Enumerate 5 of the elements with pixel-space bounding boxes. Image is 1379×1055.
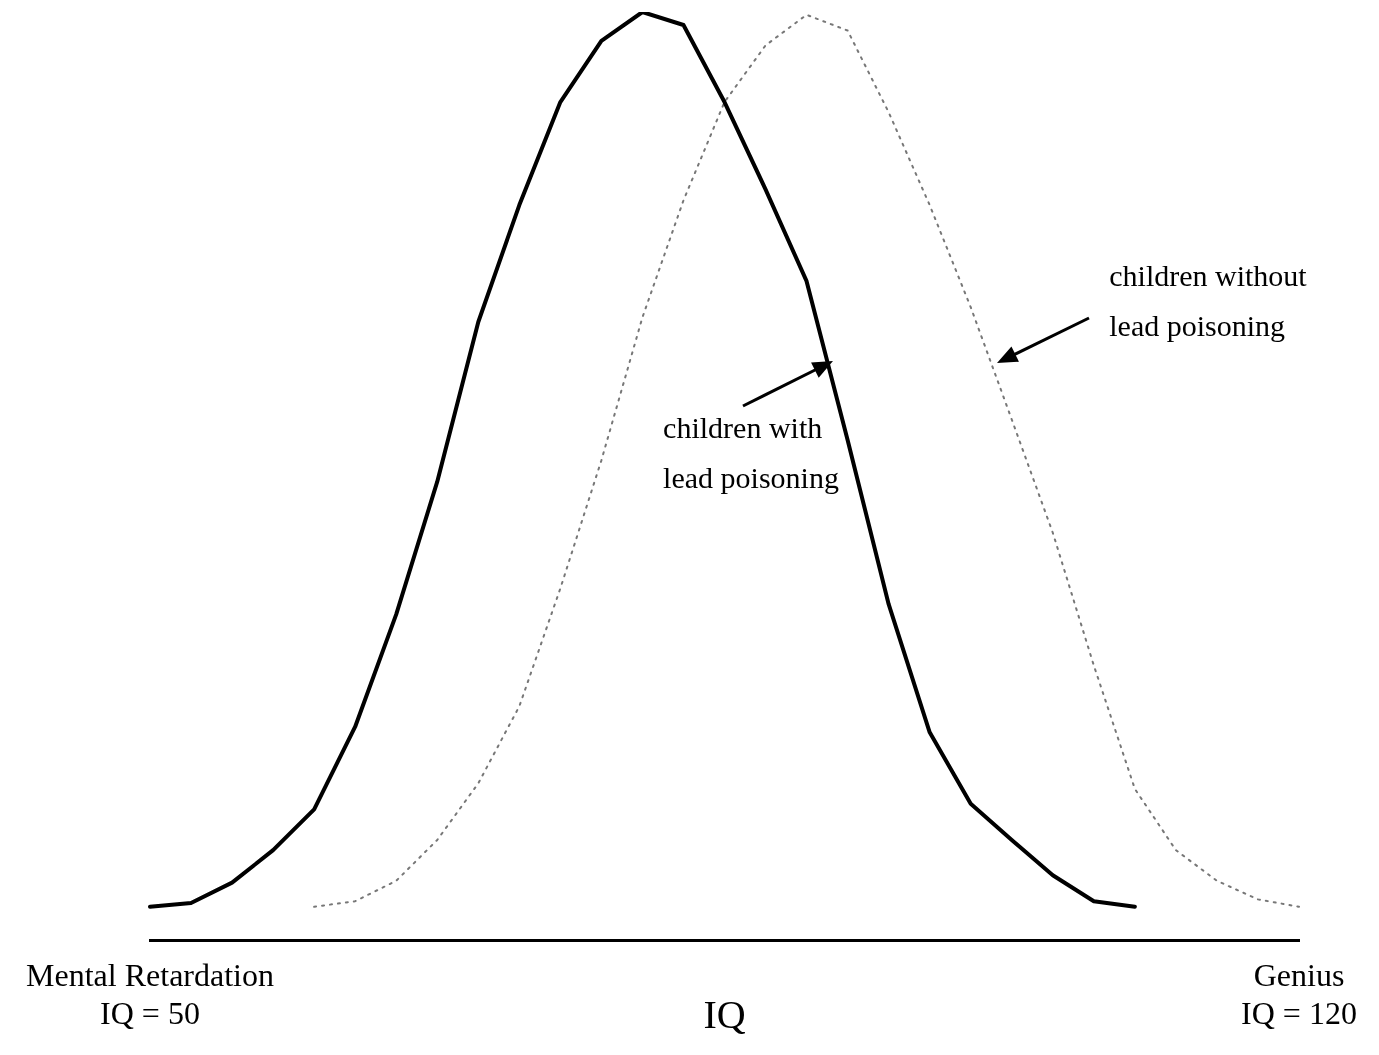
x-axis-title: IQ: [703, 991, 746, 1037]
x-tick-label: Mental Retardation IQ = 50: [26, 956, 274, 1032]
annotation: children with lead poisoning: [663, 411, 839, 495]
annotation: children without lead poisoning: [1109, 259, 1308, 343]
x-tick-label: Genius IQ = 120: [1241, 956, 1357, 1032]
